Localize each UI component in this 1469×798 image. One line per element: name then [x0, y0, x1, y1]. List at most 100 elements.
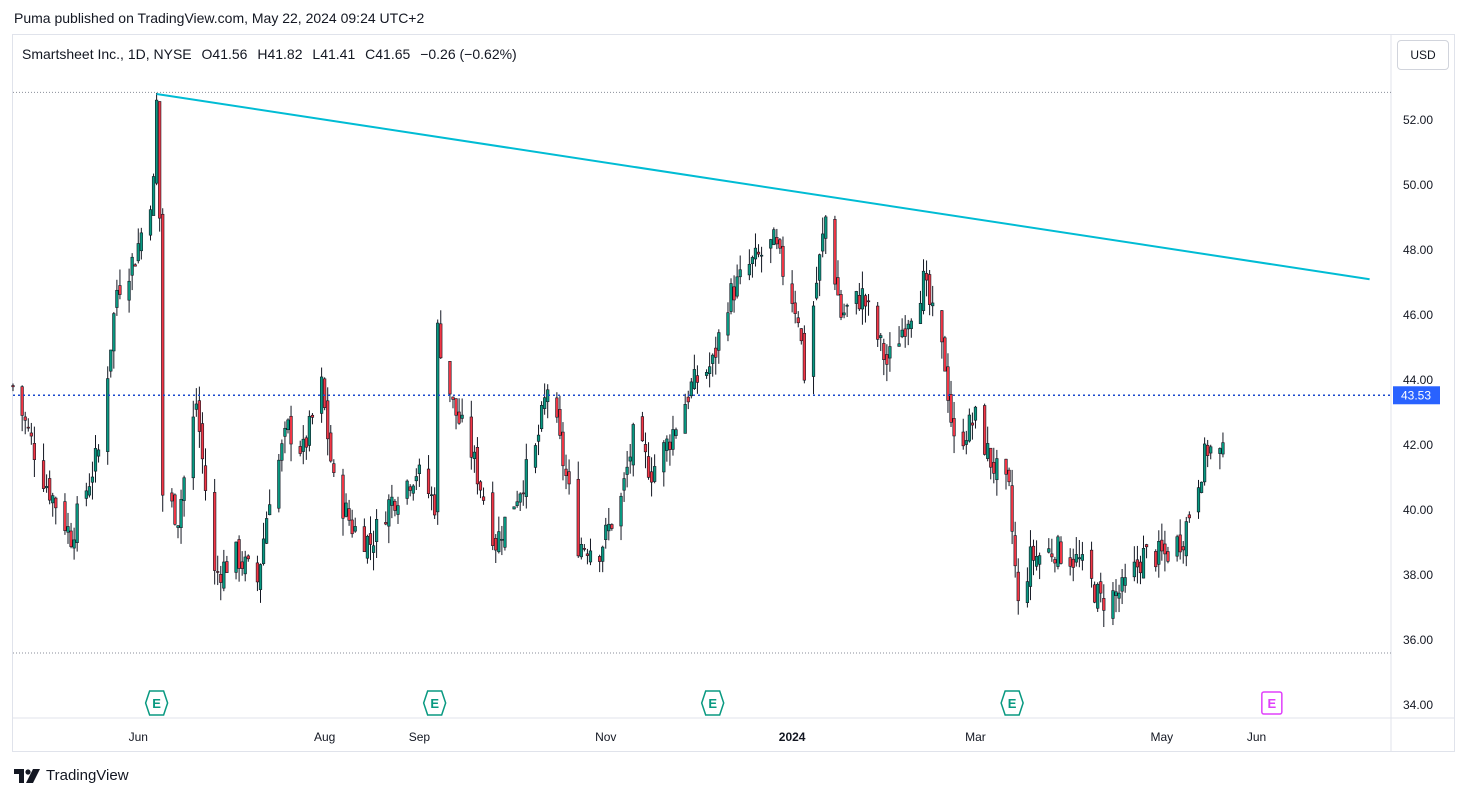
candle-body — [1077, 557, 1081, 560]
candle-body — [45, 486, 49, 489]
candle-body — [628, 456, 632, 462]
candle-body — [598, 556, 602, 562]
candle-body — [63, 501, 67, 531]
candle-body — [1144, 544, 1149, 548]
candle-body — [1016, 571, 1020, 602]
earnings-label: E — [152, 696, 161, 711]
candle-body — [539, 405, 544, 430]
candle-body — [533, 445, 538, 468]
candle-body — [332, 463, 336, 473]
chart-frame[interactable] — [12, 34, 1455, 752]
candle-body — [692, 369, 696, 389]
candle-body — [96, 449, 101, 457]
candle-body — [26, 426, 30, 429]
candle-body — [1102, 598, 1106, 611]
candle-body — [1059, 541, 1063, 564]
earnings-label: E — [708, 696, 717, 711]
candle-body — [93, 448, 98, 472]
candle-body — [903, 328, 907, 337]
candle-body — [200, 423, 205, 460]
candle-body — [1135, 559, 1139, 568]
candle-body — [436, 322, 440, 513]
x-tick-label: Sep — [409, 730, 431, 744]
candle-body — [778, 239, 782, 249]
candle-body — [261, 538, 266, 564]
candle-body — [622, 478, 626, 491]
x-tick-label: Mar — [965, 730, 986, 744]
candle-body — [158, 101, 162, 219]
y-tick-label: 34.00 — [1403, 698, 1433, 712]
currency-button[interactable]: USD — [1397, 40, 1449, 70]
candle-body — [390, 496, 394, 506]
candle-body — [821, 233, 825, 252]
candle-body — [1120, 577, 1124, 592]
candle-body — [1068, 557, 1072, 567]
candle-body — [371, 545, 376, 553]
y-tick-label: 48.00 — [1403, 243, 1433, 257]
candle-body — [836, 277, 840, 296]
legend-change: −0.26 (−0.62%) — [420, 46, 517, 62]
candle-body — [643, 444, 648, 453]
candle-body — [756, 251, 761, 255]
candle-body — [234, 541, 238, 573]
candle-body — [408, 486, 412, 491]
candle-body — [478, 481, 483, 491]
candle-body — [839, 294, 843, 318]
candle-body — [1034, 555, 1039, 567]
candle-body — [857, 295, 861, 310]
candle-body — [265, 518, 269, 544]
price-tag-label: 43.53 — [1401, 388, 1431, 402]
candle-body — [173, 494, 177, 525]
candle-body — [1096, 583, 1100, 609]
candle-body — [414, 476, 418, 482]
candle-body — [365, 535, 370, 559]
candle-body — [921, 270, 926, 311]
candle-body — [1031, 545, 1036, 561]
candle-body — [191, 416, 195, 479]
candle-body — [500, 538, 504, 541]
candle-body — [1013, 535, 1017, 567]
candle-body — [897, 343, 901, 347]
candle-body — [1117, 592, 1121, 599]
candle-body — [649, 471, 654, 483]
candle-body — [814, 282, 819, 299]
candle-body — [258, 564, 263, 590]
candle-body — [341, 474, 345, 519]
candle-body — [555, 397, 559, 418]
candle-body — [1203, 443, 1207, 483]
candle-body — [802, 332, 806, 381]
candle-body — [818, 254, 822, 281]
candle-body — [992, 461, 996, 474]
candle-body — [1123, 577, 1127, 586]
tradingview-logo[interactable]: TradingView — [14, 767, 129, 784]
legend-low: L41.41 — [312, 46, 356, 62]
candle-body — [1132, 561, 1136, 578]
earnings-label: E — [430, 696, 439, 711]
candle-body — [384, 522, 388, 525]
candle-body — [604, 524, 608, 540]
candle-body — [439, 323, 443, 359]
legend-symbol: Smartsheet Inc., 1D, NYSE — [22, 46, 192, 62]
earnings-marker — [1000, 690, 1024, 716]
candle-body — [983, 405, 987, 455]
x-tick-label: Jun — [1247, 730, 1266, 744]
candle-body — [1028, 546, 1033, 587]
candle-body — [411, 485, 415, 494]
y-tick-label: 40.00 — [1403, 503, 1433, 517]
candle-body — [900, 329, 904, 338]
earnings-label: E — [1008, 696, 1017, 711]
candle-body — [48, 478, 52, 501]
candle-body — [1163, 543, 1167, 555]
candle-body — [625, 466, 629, 475]
candle-body — [735, 276, 739, 297]
x-tick-label: Nov — [595, 730, 616, 744]
candle-body — [426, 468, 431, 494]
candle-body — [194, 403, 198, 410]
candle-body — [216, 571, 220, 573]
candle-body — [640, 416, 645, 442]
candle-body — [286, 419, 290, 430]
candle-body — [350, 519, 354, 535]
candle-body — [329, 432, 333, 462]
candle-body — [711, 354, 715, 364]
